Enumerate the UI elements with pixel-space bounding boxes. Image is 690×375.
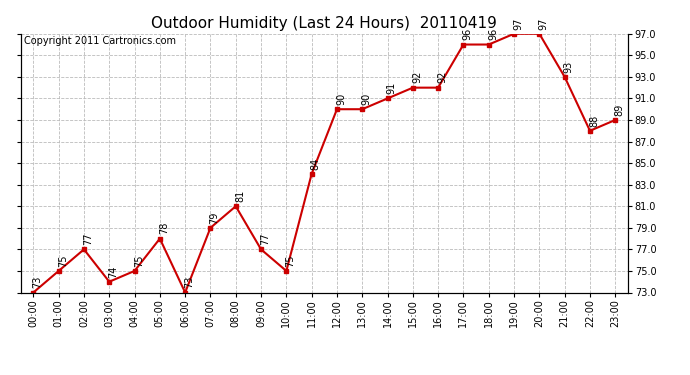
Text: 73: 73 — [32, 276, 43, 288]
Text: 75: 75 — [286, 254, 295, 267]
Text: 97: 97 — [538, 17, 549, 30]
Text: 75: 75 — [134, 254, 144, 267]
Text: 97: 97 — [513, 17, 523, 30]
Text: 89: 89 — [614, 104, 624, 116]
Text: 73: 73 — [184, 276, 195, 288]
Text: 92: 92 — [437, 71, 447, 84]
Text: 90: 90 — [362, 93, 371, 105]
Text: 78: 78 — [159, 222, 169, 234]
Text: 88: 88 — [589, 114, 599, 127]
Text: 91: 91 — [386, 82, 397, 94]
Text: 93: 93 — [564, 60, 574, 73]
Text: 77: 77 — [83, 233, 93, 245]
Text: Copyright 2011 Cartronics.com: Copyright 2011 Cartronics.com — [23, 36, 176, 46]
Text: 96: 96 — [488, 28, 498, 40]
Text: 81: 81 — [235, 190, 245, 202]
Text: 92: 92 — [412, 71, 422, 84]
Text: 77: 77 — [260, 233, 270, 245]
Title: Outdoor Humidity (Last 24 Hours)  20110419: Outdoor Humidity (Last 24 Hours) 2011041… — [151, 16, 497, 31]
Text: 75: 75 — [58, 254, 68, 267]
Text: 79: 79 — [210, 211, 219, 223]
Text: 74: 74 — [108, 265, 119, 278]
Text: 90: 90 — [336, 93, 346, 105]
Text: 84: 84 — [310, 158, 321, 170]
Text: 96: 96 — [462, 28, 473, 40]
